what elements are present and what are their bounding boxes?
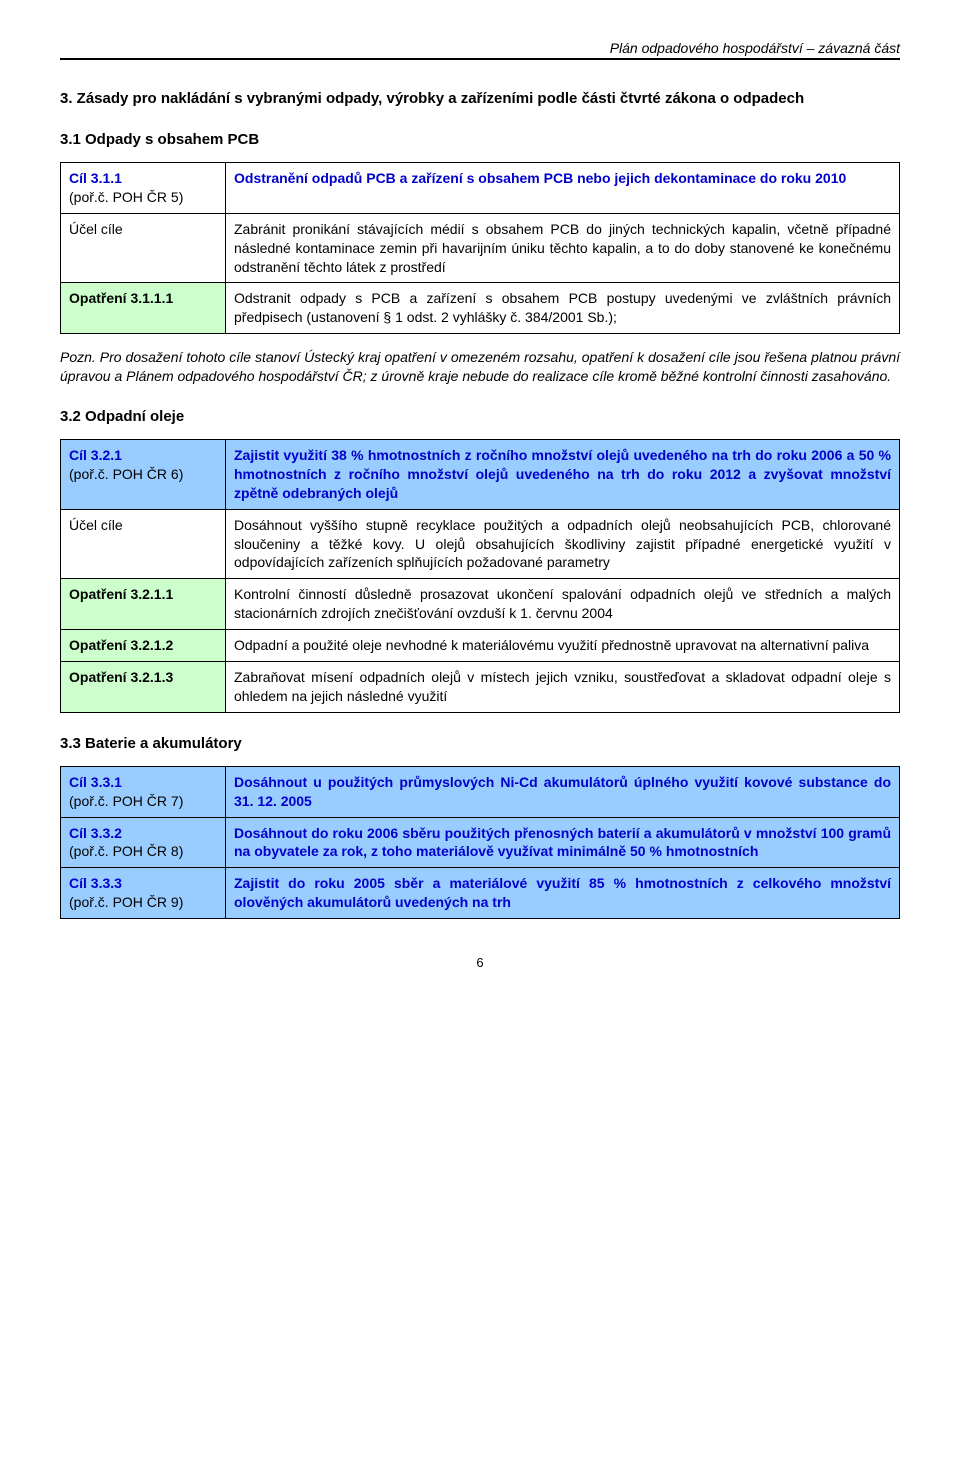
goal-ref-label: (poř.č. POH ČR 8) bbox=[69, 843, 183, 859]
table-row: Opatření 3.2.1.3 Zabraňovat mísení odpad… bbox=[61, 662, 900, 713]
cell-purpose-text: Zabránit pronikání stávajících médií s o… bbox=[226, 213, 900, 283]
cell-goal-text: Dosáhnout u použitých průmyslových Ni-Cd… bbox=[226, 766, 900, 817]
table-3-1: Cíl 3.1.1 (poř.č. POH ČR 5) Odstranění o… bbox=[60, 162, 900, 334]
cell-measure-label: Opatření 3.2.1.3 bbox=[61, 662, 226, 713]
table-row: Opatření 3.2.1.1 Kontrolní činností důsl… bbox=[61, 579, 900, 630]
goal-id-label: Cíl 3.3.3 bbox=[69, 875, 122, 891]
measure-id: Opatření 3.1.1.1 bbox=[69, 290, 173, 306]
measure-id: Opatření 3.2.1.3 bbox=[69, 669, 173, 685]
goal-ref-label: (poř.č. POH ČR 7) bbox=[69, 793, 183, 809]
goal-ref-label: (poř.č. POH ČR 5) bbox=[69, 189, 183, 205]
table-row: Cíl 3.3.2 (poř.č. POH ČR 8) Dosáhnout do… bbox=[61, 817, 900, 868]
cell-goal-id: Cíl 3.3.2 (poř.č. POH ČR 8) bbox=[61, 817, 226, 868]
cell-measure-label: Opatření 3.2.1.1 bbox=[61, 579, 226, 630]
cell-goal-text: Zajistit do roku 2005 sběr a materiálové… bbox=[226, 868, 900, 919]
section-3-1-title: 3.1 Odpady s obsahem PCB bbox=[60, 131, 900, 148]
table-row: Cíl 3.3.3 (poř.č. POH ČR 9) Zajistit do … bbox=[61, 868, 900, 919]
page-number: 6 bbox=[60, 955, 900, 970]
section-3-title: 3. Zásady pro nakládání s vybranými odpa… bbox=[60, 88, 900, 109]
cell-goal-text: Zajistit využití 38 % hmotnostních z roč… bbox=[226, 440, 900, 510]
goal-id-label: Cíl 3.3.2 bbox=[69, 825, 122, 841]
page-header: Plán odpadového hospodářství – závazná č… bbox=[60, 40, 900, 60]
goal-ref-label: (poř.č. POH ČR 6) bbox=[69, 466, 183, 482]
cell-measure-text: Odstranit odpady s PCB a zařízení s obsa… bbox=[226, 283, 900, 334]
cell-goal-id: Cíl 3.3.3 (poř.č. POH ČR 9) bbox=[61, 868, 226, 919]
goal-id-label: Cíl 3.1.1 bbox=[69, 170, 122, 186]
measure-id: Opatření 3.2.1.1 bbox=[69, 586, 173, 602]
table-row: Cíl 3.3.1 (poř.č. POH ČR 7) Dosáhnout u … bbox=[61, 766, 900, 817]
cell-measure-text: Kontrolní činností důsledně prosazovat u… bbox=[226, 579, 900, 630]
measure-id: Opatření 3.2.1.2 bbox=[69, 637, 173, 653]
table-row: Cíl 3.2.1 (poř.č. POH ČR 6) Zajistit vyu… bbox=[61, 440, 900, 510]
cell-goal-id: Cíl 3.3.1 (poř.č. POH ČR 7) bbox=[61, 766, 226, 817]
table-3-3: Cíl 3.3.1 (poř.č. POH ČR 7) Dosáhnout u … bbox=[60, 766, 900, 919]
cell-purpose-label: Účel cíle bbox=[61, 213, 226, 283]
cell-measure-label: Opatření 3.2.1.2 bbox=[61, 630, 226, 662]
table-row: Cíl 3.1.1 (poř.č. POH ČR 5) Odstranění o… bbox=[61, 163, 900, 214]
section-3-2-title: 3.2 Odpadní oleje bbox=[60, 408, 900, 425]
cell-measure-text: Odpadní a použité oleje nevhodné k mater… bbox=[226, 630, 900, 662]
cell-measure-label: Opatření 3.1.1.1 bbox=[61, 283, 226, 334]
cell-purpose-text: Dosáhnout vyššího stupně recyklace použi… bbox=[226, 509, 900, 579]
goal-id-label: Cíl 3.3.1 bbox=[69, 774, 122, 790]
goal-ref-label: (poř.č. POH ČR 9) bbox=[69, 894, 183, 910]
cell-goal-text: Odstranění odpadů PCB a zařízení s obsah… bbox=[226, 163, 900, 214]
cell-measure-text: Zabraňovat mísení odpadních olejů v míst… bbox=[226, 662, 900, 713]
section-3-3-title: 3.3 Baterie a akumulátory bbox=[60, 735, 900, 752]
cell-goal-id: Cíl 3.2.1 (poř.č. POH ČR 6) bbox=[61, 440, 226, 510]
table-row: Účel cíle Dosáhnout vyššího stupně recyk… bbox=[61, 509, 900, 579]
table-3-2: Cíl 3.2.1 (poř.č. POH ČR 6) Zajistit vyu… bbox=[60, 439, 900, 713]
cell-purpose-label: Účel cíle bbox=[61, 509, 226, 579]
table-row: Opatření 3.2.1.2 Odpadní a použité oleje… bbox=[61, 630, 900, 662]
goal-id-label: Cíl 3.2.1 bbox=[69, 447, 122, 463]
note-3-1: Pozn. Pro dosažení tohoto cíle stanoví Ú… bbox=[60, 348, 900, 386]
cell-goal-id: Cíl 3.1.1 (poř.č. POH ČR 5) bbox=[61, 163, 226, 214]
table-row: Opatření 3.1.1.1 Odstranit odpady s PCB … bbox=[61, 283, 900, 334]
table-row: Účel cíle Zabránit pronikání stávajících… bbox=[61, 213, 900, 283]
cell-goal-text: Dosáhnout do roku 2006 sběru použitých p… bbox=[226, 817, 900, 868]
